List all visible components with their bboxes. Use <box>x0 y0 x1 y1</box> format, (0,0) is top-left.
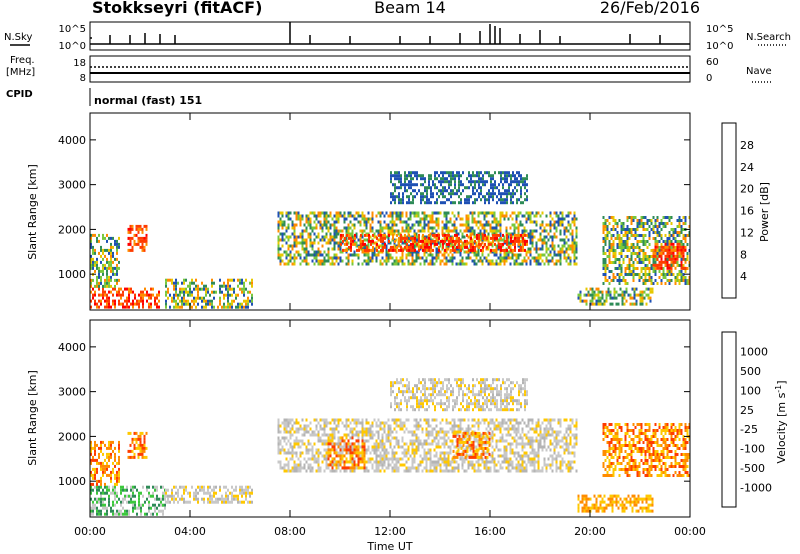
x-tick-label: 08:00 <box>274 525 306 538</box>
beam-title: Beam 14 <box>374 0 446 17</box>
cpid-label: CPID <box>6 89 33 100</box>
y-tick-label: 2000 <box>58 223 86 236</box>
colorbar-tick-label: 4 <box>740 270 747 283</box>
y-tick-label: 3000 <box>58 386 86 399</box>
echo-region-3 <box>165 485 253 504</box>
x-tick-label: 12:00 <box>374 525 406 538</box>
echo-region-0 <box>90 287 160 309</box>
x-tick-label: 00:00 <box>674 525 706 538</box>
noise-bottom-tick: 10^0 <box>59 41 86 52</box>
echo-region-2 <box>127 224 148 252</box>
cpid-text: normal (fast) 151 <box>94 94 202 107</box>
nsky-label: N.Sky <box>4 32 32 43</box>
y-tick-label: 2000 <box>58 430 86 443</box>
freq-label-line2: [MHz] <box>6 67 35 78</box>
y-tick-label: 1000 <box>58 475 86 488</box>
echo-region-0 <box>90 485 166 516</box>
nave-bottom-tick: 0 <box>706 73 712 84</box>
nsearch-label: N.Search <box>746 32 791 43</box>
time-axis: 00:00 04:00 08:00 12:00 16:00 20:00 00:00 <box>74 113 706 538</box>
echo-region-4 <box>277 418 578 473</box>
date-title: 26/Feb/2016 <box>600 0 700 17</box>
colorbar-tick-label: 500 <box>740 365 761 378</box>
cpid-strip: CPID normal (fast) 151 <box>6 88 202 107</box>
colorbar-tick-label: 28 <box>740 139 754 152</box>
time-axis-label: Time UT <box>366 540 412 553</box>
velocity-ylabel: Slant Range [km] <box>26 370 39 466</box>
freq-label-line1: Freq. <box>10 55 35 66</box>
freq-strip: Freq. [MHz] 18 8 60 0 Nave <box>6 55 772 84</box>
echo-region-9 <box>577 287 654 306</box>
colorbar-tick-label: 24 <box>740 161 754 174</box>
colorbar-tick-label: 8 <box>740 248 747 261</box>
echo-region-1 <box>90 440 120 486</box>
velocity-y-axis: 4000 3000 2000 1000 <box>58 341 690 488</box>
noise-strip: N.Sky 10^5 10^0 10^5 10^0 N.Search <box>4 21 791 52</box>
echo-region-5 <box>327 436 366 470</box>
x-tick-label: 16:00 <box>474 525 506 538</box>
colorbar-tick-label: 16 <box>740 205 754 218</box>
x-tick-label: 20:00 <box>574 525 606 538</box>
noise-sky-line <box>90 37 690 45</box>
noise-strip-frame <box>89 21 691 51</box>
echo-region-3 <box>165 278 253 309</box>
x-tick-label: 00:00 <box>74 525 106 538</box>
colorbar-tick-label: 25 <box>740 404 754 417</box>
colorbar-tick-label: -1000 <box>740 482 772 495</box>
power-y-axis: 4000 3000 2000 1000 <box>58 134 690 281</box>
power-colorbar: 28 24 20 16 12 8 4 <box>721 122 754 299</box>
y-tick-label: 4000 <box>58 134 86 147</box>
station-title: Stokkseyri (fitACF) <box>92 0 262 17</box>
y-tick-label: 3000 <box>58 179 86 192</box>
y-tick-label: 1000 <box>58 268 86 281</box>
nave-label: Nave <box>746 66 772 77</box>
colorbar-tick-label: -500 <box>740 462 765 475</box>
echo-region-2 <box>127 431 148 459</box>
noise-top-tick: 10^5 <box>59 24 86 35</box>
echo-region-7 <box>390 378 528 412</box>
power-colorbar-label: Power [dB] <box>758 182 771 242</box>
colorbar-tick-label: 12 <box>740 226 754 239</box>
echo-region-6 <box>452 431 491 459</box>
freq-bottom-tick: 8 <box>80 73 86 84</box>
power-panel: 4000 3000 2000 1000 Slant Range [km] 28 24 20… <box>26 112 771 311</box>
echo-region-1 <box>90 233 120 288</box>
nave-top-tick: 60 <box>706 57 719 68</box>
echo-region-4 <box>277 211 578 266</box>
freq-strip-frame <box>89 55 691 83</box>
velocity-colorbar-label: Velocity [m s-1] <box>774 380 789 463</box>
colorbar-tick-label: -100 <box>740 443 765 456</box>
colorbar-tick-label: -25 <box>740 423 758 436</box>
colorbar-frame <box>721 122 737 299</box>
freq-top-tick: 18 <box>73 58 86 69</box>
echo-region-6 <box>390 171 528 205</box>
colorbar-frame <box>721 331 737 508</box>
y-tick-label: 4000 <box>58 341 86 354</box>
velocity-colorbar: 1000 500 100 25 -25 -100 -500 -1000 <box>721 331 772 508</box>
colorbar-tick-label: 1000 <box>740 345 768 358</box>
noise-bottom-tick-right: 10^0 <box>706 41 733 52</box>
echo-region-5 <box>340 233 528 252</box>
colorbar-tick-label: 100 <box>740 384 761 397</box>
echo-region-8 <box>652 242 687 270</box>
power-ylabel: Slant Range [km] <box>26 164 39 260</box>
colorbar-tick-label: 20 <box>740 183 754 196</box>
velocity-echoes <box>90 378 691 516</box>
x-tick-label: 04:00 <box>174 525 206 538</box>
echo-region-8 <box>602 423 691 477</box>
echo-region-9 <box>577 494 654 513</box>
velocity-panel: 4000 3000 2000 1000 Slant Range [km] 1000 50… <box>26 319 789 518</box>
noise-spikes <box>109 22 661 44</box>
power-echoes <box>90 171 691 309</box>
noise-top-tick-right: 10^5 <box>706 24 733 35</box>
echo-region-7 <box>602 216 691 285</box>
